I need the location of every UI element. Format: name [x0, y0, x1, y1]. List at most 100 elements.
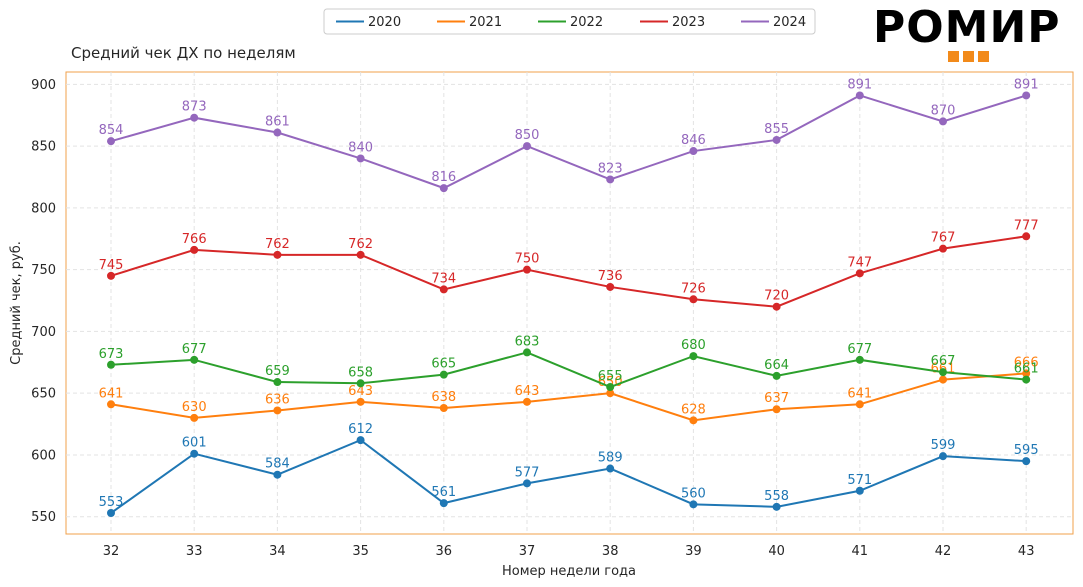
data-label: 677 — [847, 342, 872, 357]
data-point — [1022, 232, 1031, 241]
data-label: 553 — [99, 495, 124, 510]
logo-text: РОМИР — [873, 2, 1061, 53]
data-point — [523, 265, 531, 274]
data-label: 658 — [348, 365, 373, 380]
data-label: 734 — [431, 271, 456, 286]
data-point — [523, 479, 531, 488]
data-point — [855, 486, 864, 495]
data-label: 891 — [847, 77, 872, 92]
data-label: 659 — [265, 364, 290, 379]
data-label: 854 — [99, 123, 124, 138]
data-point — [772, 371, 781, 380]
data-label: 601 — [182, 436, 207, 451]
series-line — [110, 351, 1027, 389]
y-tick-label: 550 — [31, 510, 56, 525]
data-point — [939, 375, 947, 384]
data-point — [1022, 91, 1031, 100]
data-label: 762 — [348, 237, 373, 252]
series-2024: 854 873 861 840 816 850 823 846 855 891 870 891 — [99, 77, 1039, 193]
data-label: 589 — [598, 451, 623, 466]
series-line — [110, 372, 1027, 422]
data-label: 823 — [598, 161, 623, 176]
data-point — [939, 368, 947, 377]
data-label: 846 — [681, 133, 706, 148]
data-point — [439, 370, 448, 379]
data-point — [606, 175, 615, 184]
data-label: 673 — [99, 347, 124, 362]
data-point — [855, 355, 864, 364]
x-tick-label: 42 — [935, 544, 952, 559]
x-tick-label: 33 — [186, 544, 203, 559]
y-tick-label: 600 — [31, 448, 56, 463]
series-line — [110, 235, 1027, 308]
data-point — [1022, 457, 1031, 466]
data-point — [107, 509, 115, 517]
data-label: 720 — [764, 289, 789, 304]
data-label: 655 — [598, 369, 623, 384]
data-point — [356, 379, 365, 388]
romir-logo: РОМИР — [873, 6, 1065, 66]
data-label: 636 — [265, 392, 290, 407]
data-point — [523, 397, 531, 406]
data-point — [855, 269, 864, 278]
legend-label: 2021 — [469, 15, 502, 30]
data-point — [523, 348, 531, 357]
data-label: 599 — [931, 438, 956, 453]
data-point — [606, 389, 615, 398]
data-label: 650 — [598, 375, 623, 390]
data-point — [439, 285, 448, 294]
data-point — [190, 449, 199, 458]
logo-square — [978, 51, 989, 62]
data-point — [273, 406, 282, 415]
data-label: 747 — [847, 255, 872, 270]
data-point — [439, 184, 448, 193]
y-tick-label: 850 — [31, 140, 56, 155]
data-label: 558 — [764, 489, 789, 504]
data-label: 595 — [1014, 443, 1039, 458]
chart-title: Средний чек ДХ по неделям — [71, 44, 296, 62]
legend-label: 2023 — [672, 15, 705, 30]
data-point — [273, 128, 282, 137]
data-point — [273, 250, 282, 259]
x-tick-label: 37 — [519, 544, 536, 559]
data-label: 643 — [348, 384, 373, 399]
x-tick-label: 41 — [852, 544, 869, 559]
data-label: 561 — [431, 485, 456, 500]
data-label: 750 — [515, 252, 540, 267]
data-label: 643 — [515, 384, 540, 399]
data-point — [772, 302, 781, 311]
data-point — [606, 282, 615, 291]
data-label: 677 — [182, 342, 207, 357]
data-label: 762 — [265, 237, 290, 252]
series-2023: 745 766 762 762 734 750 736 726 720 747 767 777 — [99, 218, 1039, 311]
data-label: 571 — [847, 473, 872, 488]
data-point — [606, 464, 615, 473]
legend-label: 2022 — [570, 15, 603, 30]
data-label: 638 — [431, 390, 456, 405]
data-point — [606, 383, 615, 391]
data-point — [772, 405, 781, 414]
data-label: 777 — [1014, 218, 1039, 233]
data-point — [439, 404, 448, 412]
data-point — [523, 142, 531, 151]
legend: 2020 2021 2022 2023 2024 — [323, 8, 816, 35]
data-point — [190, 413, 199, 422]
data-label: 577 — [515, 465, 540, 480]
plot-frame — [65, 71, 1074, 535]
data-point — [356, 436, 365, 445]
data-label: 667 — [931, 354, 956, 369]
x-tick-label: 43 — [1018, 544, 1035, 559]
data-label: 840 — [348, 140, 373, 155]
data-point — [190, 245, 199, 254]
data-label: 861 — [265, 115, 290, 130]
data-label: 612 — [348, 422, 373, 437]
data-label: 630 — [182, 400, 207, 415]
data-point — [439, 499, 448, 508]
y-tick-label: 650 — [31, 387, 56, 402]
data-label: 767 — [931, 231, 956, 246]
data-label: 683 — [515, 334, 540, 349]
data-point — [689, 416, 698, 425]
x-axis: 32 33 34 35 36 37 38 39 40 41 42 43 — [103, 544, 1035, 559]
data-point — [689, 500, 698, 509]
